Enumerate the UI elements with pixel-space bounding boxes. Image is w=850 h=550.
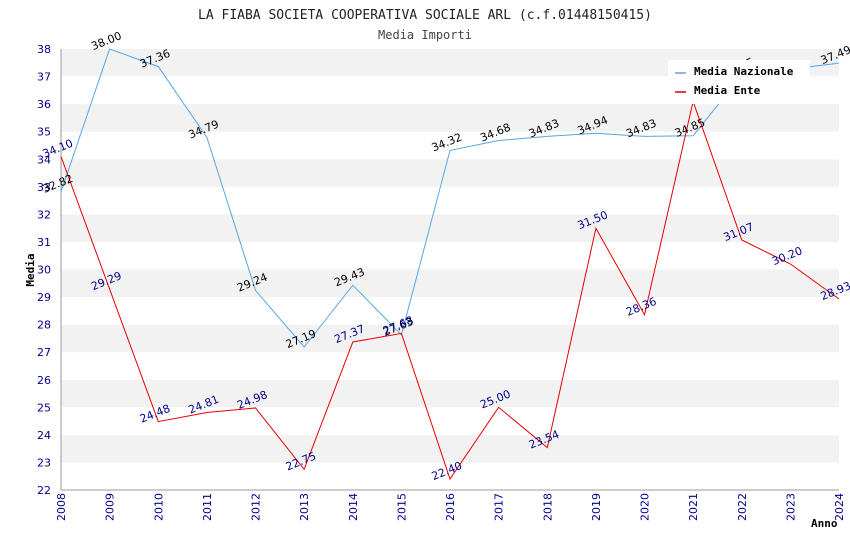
grid-band bbox=[61, 462, 839, 490]
y-tick-label: 26 bbox=[37, 374, 51, 387]
grid-band bbox=[61, 269, 839, 298]
series-lines bbox=[60, 48, 840, 481]
y-axis-label: Media bbox=[24, 253, 37, 286]
legend-label-nazionale: Media Nazionale bbox=[694, 65, 794, 78]
y-tick-label: 27 bbox=[37, 346, 51, 359]
y-tick-label: 23 bbox=[37, 456, 51, 469]
grid-band bbox=[61, 352, 839, 380]
y-tick-label: 31 bbox=[37, 236, 51, 249]
grid-band bbox=[61, 407, 839, 435]
y-tick-label: 32 bbox=[37, 208, 51, 221]
y-tick-label: 25 bbox=[37, 401, 51, 414]
x-tick-label: 2014 bbox=[347, 493, 360, 521]
x-tick-label: 2018 bbox=[541, 493, 554, 521]
series-line-ente bbox=[60, 99, 840, 481]
series-line-nazionale bbox=[60, 48, 840, 348]
y-tick-label: 33 bbox=[37, 181, 51, 194]
x-tick-label: 2021 bbox=[687, 493, 700, 521]
x-tick-label: 2011 bbox=[201, 493, 214, 521]
chart-title: LA FIABA SOCIETA COOPERATIVA SOCIALE ARL… bbox=[198, 8, 652, 23]
y-tick-label: 35 bbox=[37, 126, 51, 139]
y-tick-label: 29 bbox=[37, 291, 51, 304]
x-tick-label: 2023 bbox=[784, 493, 797, 521]
grid-band bbox=[61, 214, 839, 242]
chart-subtitle: Media Importi bbox=[378, 28, 472, 42]
x-tick-label: 2009 bbox=[104, 493, 117, 521]
x-tick-label: 2024 bbox=[833, 493, 846, 521]
legend: Media Nazionale Media Ente bbox=[668, 60, 810, 104]
grid-band bbox=[61, 186, 839, 215]
y-tick-label: 37 bbox=[37, 71, 51, 84]
x-tick-label: 2008 bbox=[55, 493, 68, 521]
legend-box bbox=[668, 60, 810, 104]
x-tick-label: 2019 bbox=[590, 493, 603, 521]
grid-band bbox=[61, 241, 839, 270]
y-tick-label: 38 bbox=[37, 43, 51, 56]
x-tick-label: 2017 bbox=[493, 493, 506, 521]
x-tick-label: 2010 bbox=[152, 493, 165, 521]
x-tick-label: 2016 bbox=[444, 493, 457, 521]
grid-band bbox=[61, 131, 839, 160]
y-tick-labels: 22 23 24 25 26 27 28 29 30 31 32 33 34 35 36 37 38 bbox=[37, 43, 51, 497]
legend-label-ente: Media Ente bbox=[694, 84, 761, 97]
x-tick-label: 2013 bbox=[298, 493, 311, 521]
y-tick-label: 24 bbox=[37, 429, 51, 442]
x-tick-label: 2020 bbox=[639, 493, 652, 521]
grid-band bbox=[61, 104, 839, 132]
x-tick-label: 2022 bbox=[736, 493, 749, 521]
x-tick-labels: 2008 2009 2010 2011 2012 2013 2014 2015 2016 2017… bbox=[55, 493, 846, 521]
axes bbox=[60, 49, 839, 491]
x-axis-label: Anno bbox=[811, 517, 838, 530]
x-tick-label: 2015 bbox=[395, 493, 408, 521]
grid-bands bbox=[61, 49, 839, 490]
y-tick-label: 28 bbox=[37, 319, 51, 332]
y-tick-label: 36 bbox=[37, 98, 51, 111]
y-tick-label: 30 bbox=[37, 264, 51, 277]
grid-band bbox=[61, 379, 839, 408]
y-tick-label: 34 bbox=[37, 153, 51, 166]
x-tick-label: 2012 bbox=[250, 493, 263, 521]
y-tick-label: 22 bbox=[37, 484, 51, 497]
grid-band bbox=[61, 159, 839, 187]
grid-band bbox=[61, 324, 839, 353]
grid-band bbox=[61, 434, 839, 463]
grid-band bbox=[61, 297, 839, 325]
